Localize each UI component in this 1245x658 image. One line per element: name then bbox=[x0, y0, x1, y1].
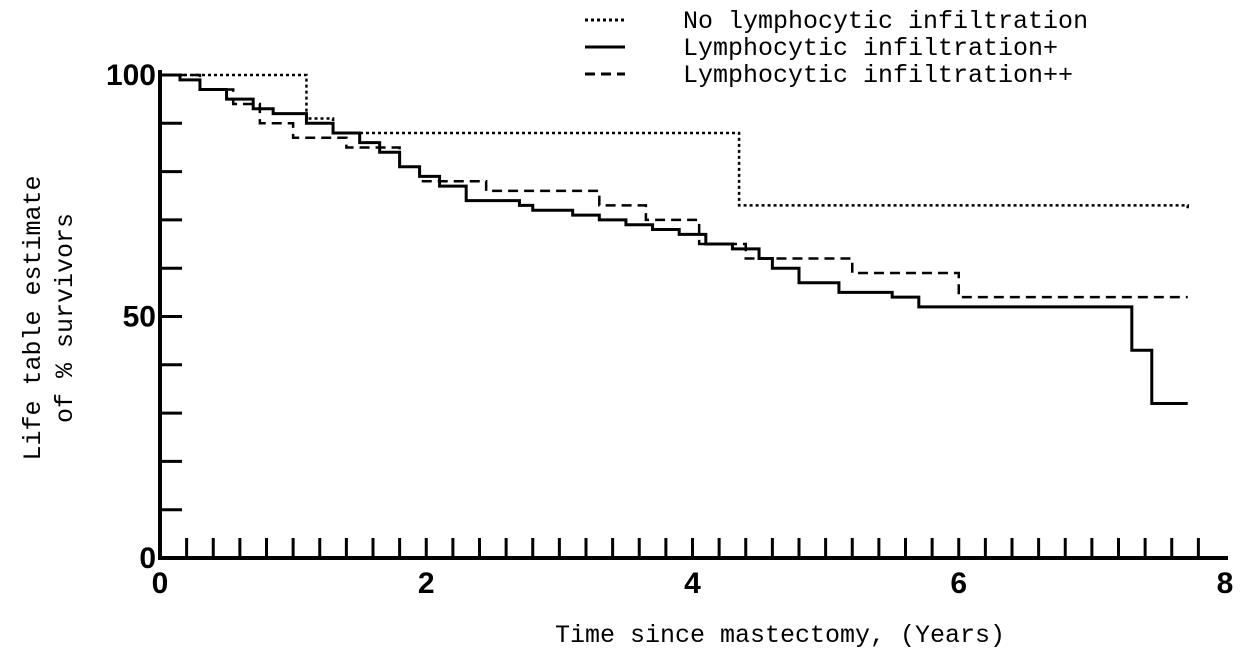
legend-label: No lymphocytic infiltration bbox=[683, 7, 1088, 36]
x-axis-label: Time since mastectomy, (Years) bbox=[555, 621, 1005, 650]
x-tick-label: 4 bbox=[684, 567, 701, 600]
x-tick-label: 2 bbox=[418, 567, 435, 600]
survival-curve bbox=[160, 73, 1189, 211]
legend-label: Lymphocytic infiltration+ bbox=[683, 34, 1058, 63]
y-axis-label: Life table estimate bbox=[19, 175, 48, 460]
y-tick-label: 100 bbox=[106, 59, 156, 92]
legend-label: Lymphocytic infiltration++ bbox=[683, 61, 1073, 90]
x-tick-label: 6 bbox=[950, 567, 967, 600]
x-tick-label: 8 bbox=[1217, 567, 1234, 600]
y-tick-label: 50 bbox=[123, 301, 156, 334]
y-axis-label: of % survivors bbox=[51, 213, 80, 423]
y-tick-label: 0 bbox=[139, 542, 156, 575]
survival-curve bbox=[160, 73, 1188, 405]
x-tick-label: 0 bbox=[152, 567, 169, 600]
survival-curve bbox=[160, 73, 1188, 299]
